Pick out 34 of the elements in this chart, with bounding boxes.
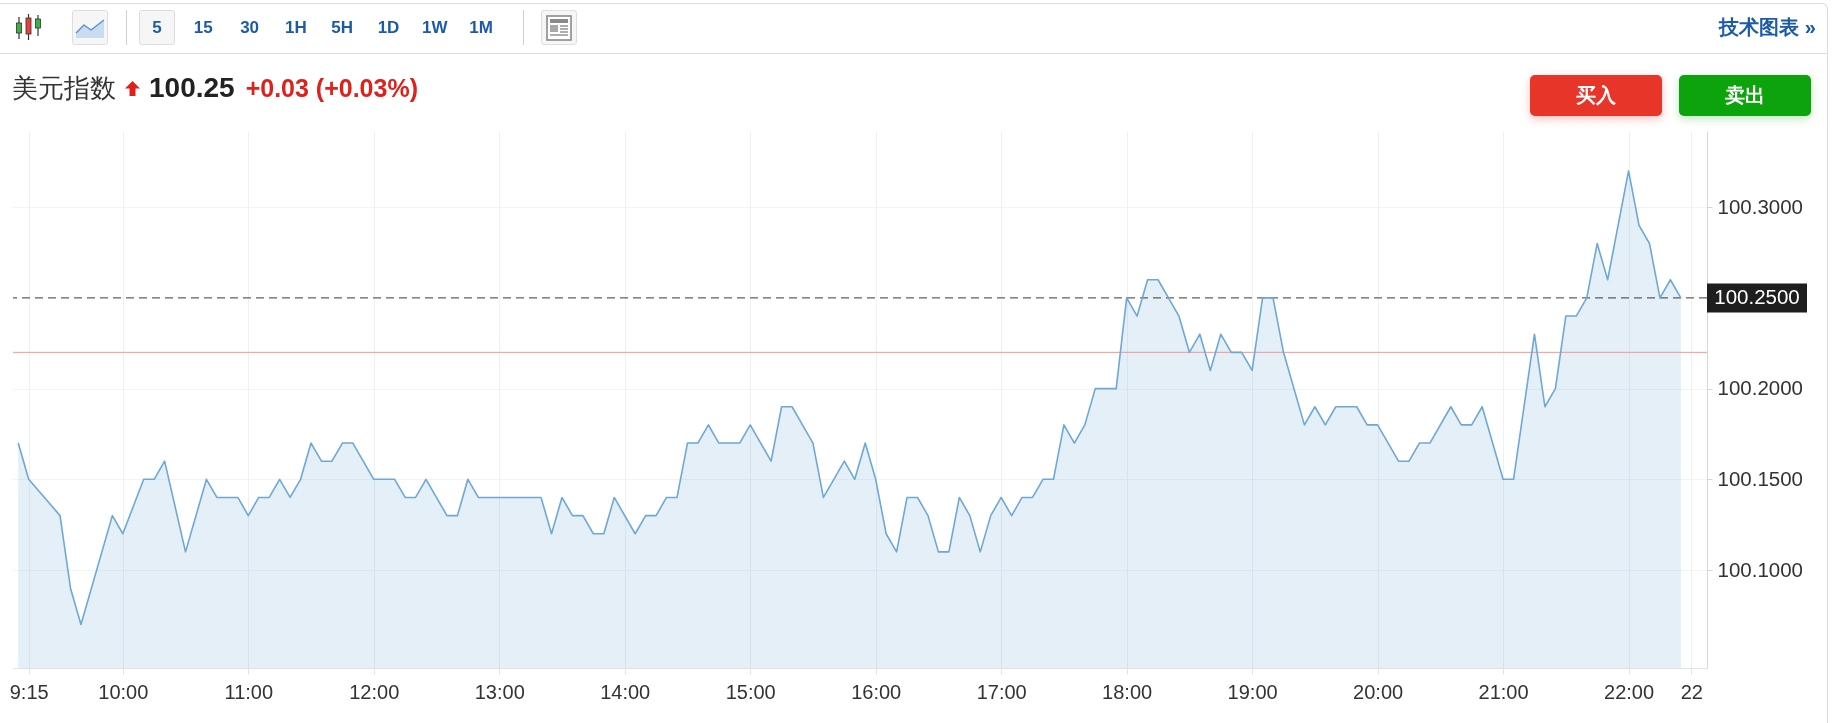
text: 1H [277, 10, 314, 45]
chart-title: 美元指数 [12, 72, 116, 104]
x-tick-label: 12:00 [349, 680, 400, 703]
text: 5 [139, 10, 175, 45]
text: 1M [463, 10, 500, 45]
x-tick-label: 22 [1680, 680, 1703, 703]
x-tick-label: 19:00 [1227, 680, 1278, 703]
x-tick-label: 18:00 [1102, 680, 1153, 703]
x-tick-label: 9:15 [9, 680, 49, 703]
text: 买入 [1530, 75, 1662, 116]
y-tick-label: 100.1000 [1717, 557, 1804, 581]
text: 15 [185, 10, 222, 45]
text: 技术图表 » [1719, 15, 1816, 40]
text: 1D [370, 10, 407, 45]
x-tick-label: 11:00 [224, 680, 274, 703]
x-tick-label: 17:00 [976, 680, 1027, 703]
x-tick-label: 13:00 [474, 680, 525, 703]
x-tick-label: 14:00 [600, 680, 651, 703]
y-tick-label: 100.2000 [1717, 376, 1804, 400]
y-tick-label: 100.3000 [1717, 194, 1804, 218]
text: 1W [416, 10, 453, 45]
x-tick-label: 16:00 [851, 680, 902, 703]
x-tick-label: 21:00 [1478, 680, 1529, 703]
x-tick-label: 22:00 [1604, 680, 1655, 703]
text: 30 [231, 10, 268, 45]
text: 100.25 [149, 72, 235, 104]
x-tick-label: 10:00 [98, 680, 149, 703]
x-tick-label: 20:00 [1353, 680, 1404, 703]
ref-line-label: 100.2500 [1714, 284, 1800, 308]
text: 卖出 [1679, 75, 1811, 116]
x-tick-label: 15:00 [725, 680, 776, 703]
y-tick-label: 100.1500 [1717, 466, 1804, 490]
text: 5H [324, 10, 361, 45]
text: +0.03 (+0.03%) [245, 73, 418, 103]
